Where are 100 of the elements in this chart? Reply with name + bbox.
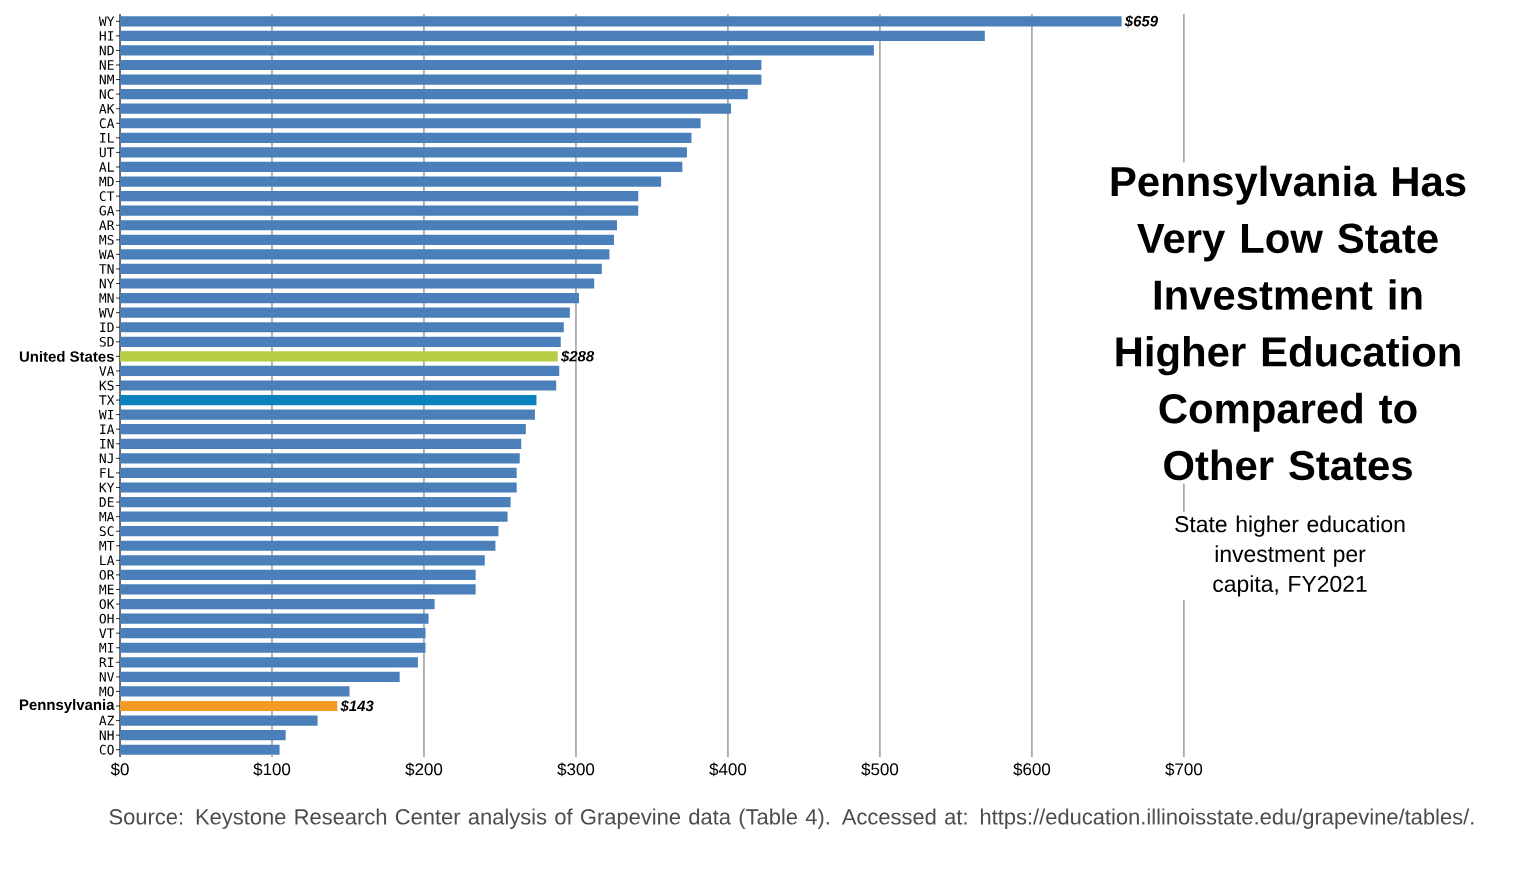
bar <box>120 715 318 726</box>
y-tick-label: NY <box>99 278 115 289</box>
y-tick-label: TN <box>99 264 114 274</box>
bar <box>120 278 595 289</box>
bar <box>120 45 874 56</box>
y-tick-label: IN <box>100 439 114 449</box>
y-tick-label: ME <box>99 584 114 595</box>
bar <box>120 555 485 566</box>
bar <box>120 424 526 435</box>
bar <box>120 584 476 595</box>
text: Pennsylvania Has Very Low State Investment in Higher Education Compared to Other States <box>1111 165 1466 481</box>
y-tick-label: OR <box>99 570 115 580</box>
bar <box>120 700 338 712</box>
bar <box>120 628 426 639</box>
bar <box>120 132 692 143</box>
bar <box>120 380 557 391</box>
data-label: $143 <box>340 699 374 713</box>
bar <box>120 526 499 537</box>
bar <box>120 118 701 129</box>
y-tick-label: MN <box>99 293 114 303</box>
bar <box>120 30 985 41</box>
y-tick-label: KY <box>99 482 115 493</box>
bar <box>120 336 561 347</box>
y-tick-label: OK <box>99 599 115 609</box>
y-tick-label: NH <box>99 730 114 740</box>
y-tick-label: ID <box>100 322 114 332</box>
y-tick-label: FL <box>100 468 114 478</box>
data-label: $288 <box>560 350 595 363</box>
y-tick-label: VA <box>99 366 115 376</box>
bar <box>120 205 639 216</box>
bar <box>120 74 762 85</box>
bar <box>120 613 429 624</box>
y-tick-label: WI <box>98 409 114 420</box>
y-tick-label: GA <box>99 205 115 216</box>
x-tick-label: $100 <box>253 762 291 777</box>
y-tick-label: TX <box>99 395 115 405</box>
bar <box>120 365 560 377</box>
bar <box>120 103 731 114</box>
bar <box>120 598 435 610</box>
bar <box>120 191 639 202</box>
bar <box>120 482 517 493</box>
source-note: Source: Keystone Research Center analysis of Grapevine data (Table 4). Accessed at: https://education.illinoisstate.edu/grapevine/tables/. <box>109 808 1474 829</box>
y-tick-label: MD <box>99 176 114 187</box>
x-tick-label: $700 <box>1165 762 1203 777</box>
y-tick-label: ND <box>99 45 114 56</box>
bar <box>120 249 610 260</box>
bar <box>120 744 280 755</box>
x-tick-label: $0 <box>110 762 129 777</box>
bar <box>120 234 614 245</box>
y-tick-label: AL <box>99 162 114 172</box>
y-tick-label: AR <box>99 220 115 230</box>
y-tick-label: IL <box>100 133 114 143</box>
y-tick-label: CO <box>99 744 114 755</box>
bar <box>120 307 570 318</box>
bar <box>120 438 522 449</box>
y-tick-label: WV <box>98 307 115 318</box>
y-tick-label: NC <box>99 89 114 100</box>
y-tick-label: OH <box>99 613 114 624</box>
y-tick-label: SD <box>99 336 114 347</box>
data-label: $659 <box>1124 15 1158 28</box>
bar <box>120 147 687 158</box>
bar <box>120 220 617 231</box>
bar <box>120 351 558 362</box>
y-tick-label: SC <box>99 526 114 537</box>
y-tick-label: VT <box>99 628 115 638</box>
bar <box>120 16 1122 27</box>
bar <box>120 496 511 508</box>
y-tick-label: MT <box>99 541 115 551</box>
y-tick-label: IA <box>100 424 115 434</box>
y-tick-label: HI <box>99 31 114 41</box>
y-tick-label: CA <box>99 118 115 129</box>
y-tick-label: MS <box>99 234 114 245</box>
bar <box>120 59 762 71</box>
x-tick-label: $600 <box>1013 762 1051 777</box>
y-tick-label: KS <box>99 380 114 391</box>
y-tick-label: NE <box>99 60 114 70</box>
bar <box>120 409 535 420</box>
y-tick-label: CT <box>99 191 115 202</box>
y-tick-label: DE <box>99 497 114 507</box>
y-tick-label: UT <box>99 147 115 158</box>
x-tick-label: $300 <box>557 762 595 777</box>
x-tick-label: $200 <box>405 762 443 777</box>
bar <box>120 89 748 100</box>
x-tick-label: $400 <box>709 762 747 777</box>
bar <box>120 394 537 406</box>
bar <box>120 657 418 668</box>
y-tick-label: AK <box>99 103 115 114</box>
x-tick-label: $500 <box>861 762 899 777</box>
bar <box>120 161 683 173</box>
bar <box>120 540 496 551</box>
y-tick-label: NJ <box>99 453 113 464</box>
y-tick-label: MI <box>99 643 114 653</box>
y-tick-label: AZ <box>99 715 115 726</box>
y-tick-label: WY <box>98 16 115 26</box>
bar <box>120 467 517 479</box>
y-tick-label: NM <box>99 74 114 85</box>
text: State higher education investment per capita, FY2021 <box>1175 515 1405 597</box>
y-tick-label: Pennsylvania <box>19 699 115 713</box>
y-tick-label: RI <box>99 657 114 668</box>
bar <box>120 569 476 580</box>
